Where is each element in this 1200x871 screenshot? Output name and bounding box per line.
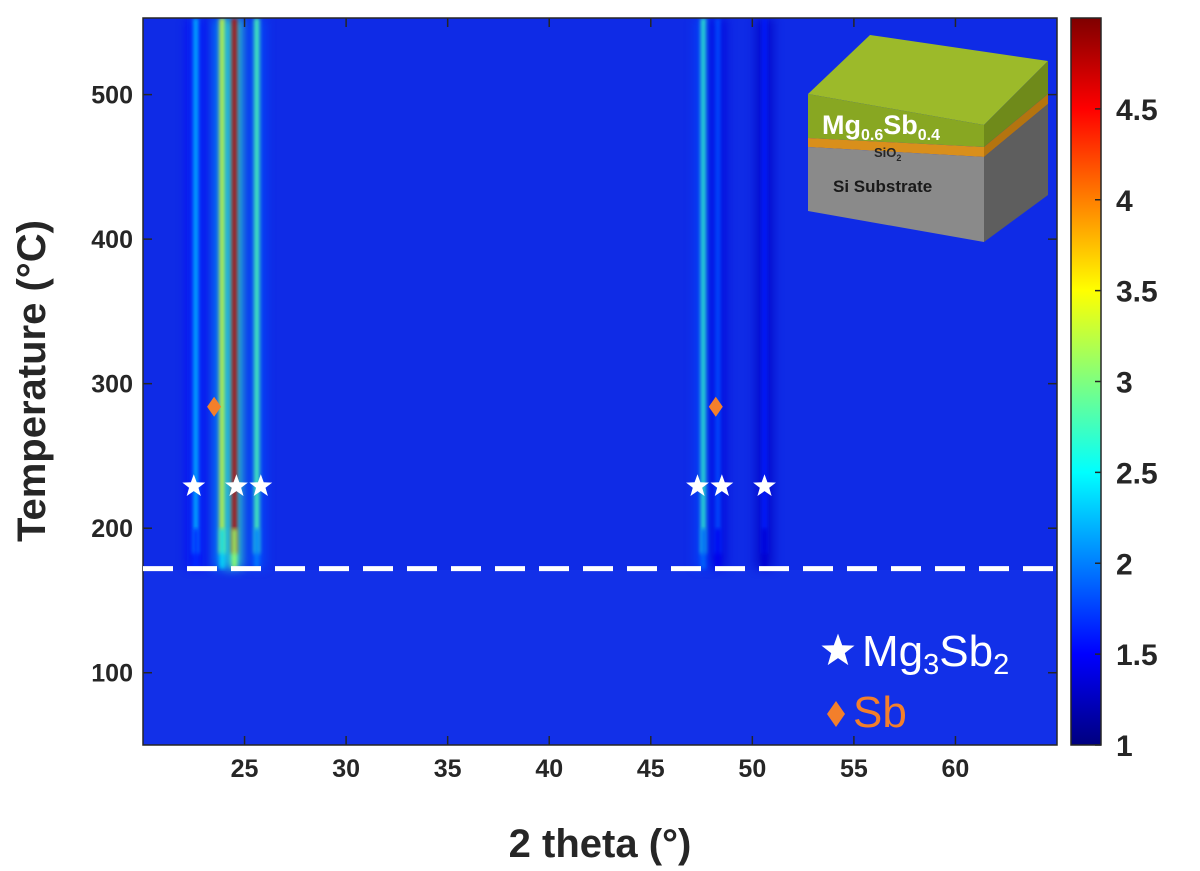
inset-film-front: [808, 94, 984, 147]
inset-substrate-side: [984, 104, 1048, 242]
inset-schematic: Mg0.6Sb0.4 SiO2 Si Substrate: [808, 35, 1048, 242]
peak-streak: [755, 18, 774, 569]
y-tick-label: 300: [91, 371, 133, 399]
x-tick-label: 55: [840, 755, 868, 783]
x-tick-labels: 25 30 35 40 45 50 55 60: [231, 755, 970, 783]
legend-diamond-icon: [827, 701, 845, 727]
y-tick-labels: 100 200 300 400 500: [91, 82, 133, 688]
colorbar-tick-label: 1: [1116, 730, 1133, 763]
inset-oxide-label: SiO2: [874, 145, 901, 163]
colorbar-tick-label: 2: [1116, 548, 1133, 581]
inset-film-side: [984, 61, 1048, 147]
x-tick-label: 25: [231, 755, 259, 783]
colorbar-tick-label: 2.5: [1116, 457, 1158, 490]
axis-ticks: [143, 18, 1057, 745]
plot-frame: [142, 17, 1058, 746]
legend-label-sb: Sb: [853, 688, 907, 737]
colorbar-tick-label: 4: [1116, 185, 1133, 218]
colorbar-tick-label: 4.5: [1116, 94, 1158, 127]
peak-streak: [186, 18, 205, 569]
x-tick-label: 45: [637, 755, 665, 783]
inset-substrate-label: Si Substrate: [833, 177, 932, 196]
inset-substrate-front: [808, 147, 984, 242]
inset-top-face: [808, 35, 1048, 125]
x-tick-label: 40: [535, 755, 563, 783]
inset-oxide-side: [984, 94, 1048, 157]
colorbar: 1 1.5 2 2.5 3 3.5 4 4.5: [1070, 17, 1158, 763]
colorbar-tick-label: 1.5: [1116, 639, 1158, 672]
colorbar-tick-label: 3.5: [1116, 276, 1158, 309]
sb-diamond-marker: [207, 396, 222, 417]
x-tick-label: 30: [332, 755, 360, 783]
x-tick-label: 50: [738, 755, 766, 783]
x-tick-label: 35: [434, 755, 462, 783]
x-tick-label: 60: [942, 755, 970, 783]
y-tick-label: 200: [91, 515, 133, 543]
legend: Mg3Sb2 Sb: [821, 627, 1009, 737]
legend-label-mg3sb2: Mg3Sb2: [862, 627, 1009, 681]
sb-diamond-marker: [708, 396, 723, 417]
heatmap-background-lower: [143, 570, 1057, 745]
inset-film-label: Mg0.6Sb0.4: [822, 110, 940, 144]
peak-streak: [708, 18, 727, 569]
y-axis-title: Temperature (°C): [10, 220, 54, 542]
y-tick-label: 400: [91, 226, 133, 254]
y-tick-label: 100: [91, 660, 133, 688]
x-axis-title: 2 theta (°): [509, 822, 692, 866]
phase-markers: [182, 396, 776, 496]
colorbar-ticks: 1 1.5 2 2.5 3 3.5 4 4.5: [1095, 94, 1158, 763]
peak-streak: [225, 18, 244, 569]
peak-streak: [247, 18, 266, 569]
y-tick-label: 500: [91, 82, 133, 110]
inset-oxide-front: [808, 138, 984, 157]
colorbar-tick-label: 3: [1116, 367, 1133, 400]
peak-streak: [694, 18, 713, 569]
peaks-layer: [186, 18, 774, 569]
